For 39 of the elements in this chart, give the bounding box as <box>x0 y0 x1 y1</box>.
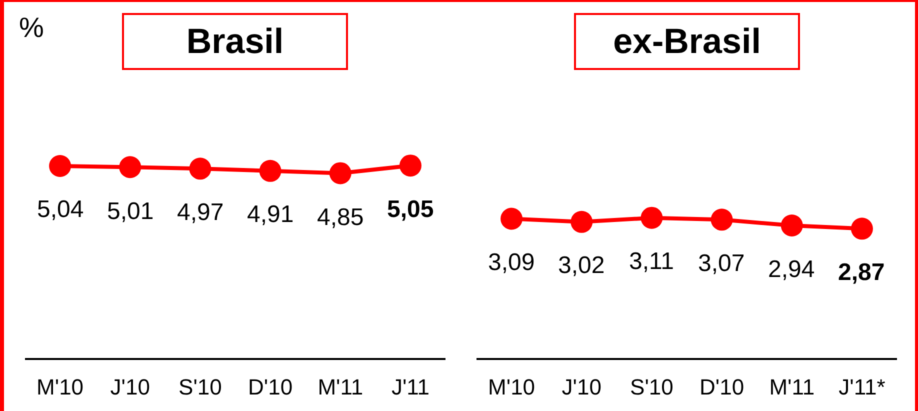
x-tick-label: S'10 <box>630 374 674 400</box>
x-tick-label: M'10 <box>36 374 84 400</box>
data-label: 5,01 <box>107 198 154 225</box>
x-tick-label: J'11* <box>838 374 886 400</box>
chart-title: ex-Brasil <box>613 22 761 61</box>
x-tick-label: D'10 <box>700 374 744 400</box>
point <box>49 154 72 177</box>
point <box>570 210 593 233</box>
point <box>259 160 282 182</box>
x-tick-label: M'11 <box>318 374 364 400</box>
point <box>329 162 352 184</box>
data-label: 3,07 <box>698 250 745 277</box>
data-label: 3,02 <box>558 252 605 279</box>
x-tick-label: J'11 <box>391 374 430 400</box>
chart-title: Brasil <box>186 22 284 61</box>
point <box>500 208 523 230</box>
point <box>399 154 422 177</box>
x-tick-label: M'10 <box>488 374 536 400</box>
point <box>710 208 733 231</box>
data-label: 2,94 <box>768 256 815 283</box>
point <box>189 158 212 180</box>
point <box>119 156 142 178</box>
data-label: 3,09 <box>488 249 535 276</box>
data-label: 3,11 <box>629 248 674 275</box>
x-tick-label: D'10 <box>248 374 293 400</box>
data-label: 4,97 <box>177 199 224 226</box>
data-label: 4,91 <box>247 201 294 228</box>
data-label: 5,05 <box>387 196 434 223</box>
y-axis-title: % <box>19 12 44 43</box>
point <box>640 206 663 229</box>
x-tick-label: M'11 <box>769 374 815 400</box>
x-tick-label: J'10 <box>110 374 150 400</box>
data-label: 4,85 <box>317 204 364 231</box>
x-tick-label: S'10 <box>178 374 222 400</box>
x-tick-label: J'10 <box>562 374 602 400</box>
point <box>780 214 803 236</box>
point <box>850 218 873 240</box>
data-label: 2,87 <box>838 259 885 286</box>
data-label: 5,04 <box>37 196 84 223</box>
